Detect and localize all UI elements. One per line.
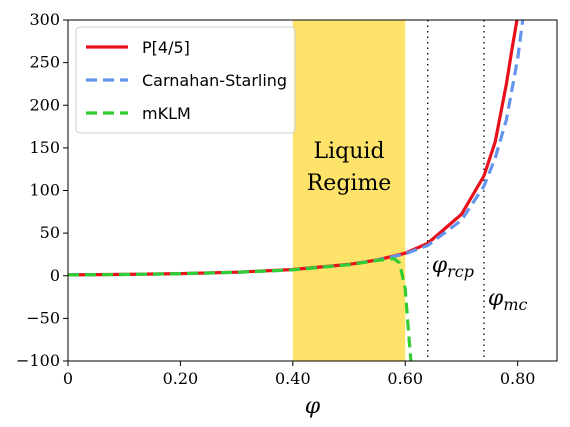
x-tick-label: 0.20 <box>163 369 199 388</box>
x-tick-label: 0.60 <box>387 369 423 388</box>
y-axis-ticks: −100 −50 0 50 100 150 200 250 300 <box>16 10 68 370</box>
y-tick-label: 200 <box>29 95 60 114</box>
y-tick-label: 50 <box>40 223 60 242</box>
legend-entry-label: mKLM <box>142 104 191 123</box>
y-tick-label: 100 <box>29 181 60 200</box>
y-tick-label: −50 <box>26 308 60 327</box>
legend: P[4/5] Carnahan-Starling mKLM <box>75 26 296 134</box>
x-tick-label: 0 <box>63 369 73 388</box>
liquid-regime-band <box>292 20 406 361</box>
legend-box <box>75 26 296 134</box>
x-tick-label: 0.40 <box>275 369 311 388</box>
y-tick-label: 250 <box>29 53 60 72</box>
series-line-mklm <box>68 257 413 361</box>
vertical-lines <box>427 20 485 361</box>
legend-entry-label: P[4/5] <box>142 38 190 57</box>
region-label-line: Liquid <box>314 139 385 164</box>
shaded-region <box>292 20 406 361</box>
shaded-region-label: Liquid Regime <box>307 139 392 196</box>
region-label-line: Regime <box>307 171 392 196</box>
legend-entry-label: Carnahan-Starling <box>142 71 287 90</box>
phi-rcp-label: φrcp <box>432 253 474 281</box>
series-lines <box>68 20 525 361</box>
y-tick-label: −100 <box>16 351 60 370</box>
series-line-carnahan-starling <box>68 20 525 277</box>
y-tick-label: 150 <box>29 138 60 157</box>
y-tick-label: 0 <box>50 266 60 285</box>
series-line-p-4-5- <box>68 20 519 277</box>
phi-mc-label: φmc <box>488 286 528 314</box>
x-axis-ticks: 0 0.20 0.40 0.60 0.80 <box>63 361 536 388</box>
x-tick-label: 0.80 <box>500 369 536 388</box>
y-tick-label: 300 <box>29 10 60 29</box>
x-axis-label: φ <box>305 394 321 419</box>
